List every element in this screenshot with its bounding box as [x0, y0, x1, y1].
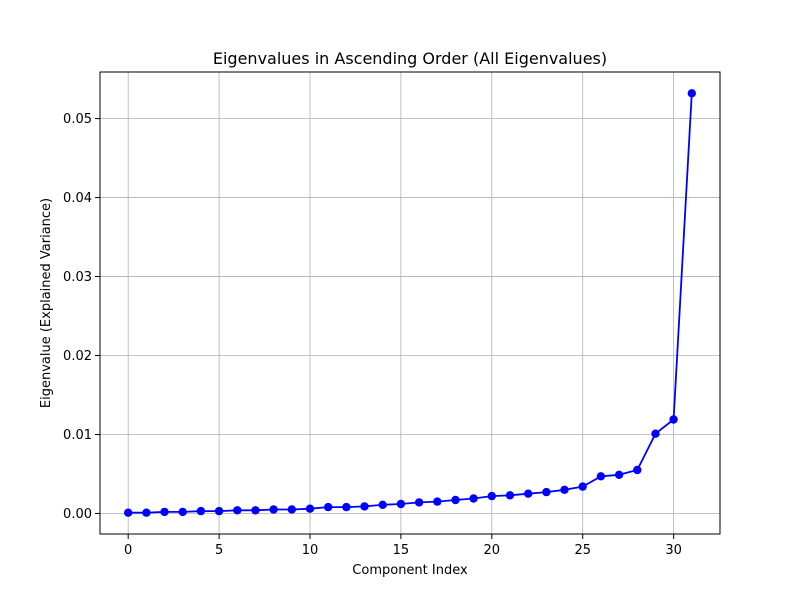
x-tick-label: 15 — [393, 543, 410, 558]
x-axis-ticks: 0 5 10 15 20 25 30 — [124, 534, 682, 558]
x-axis-label: Component Index — [352, 563, 468, 578]
data-point — [178, 507, 187, 517]
data-point — [269, 505, 278, 514]
data-point — [324, 502, 333, 512]
x-tick-label: 20 — [484, 543, 501, 558]
data-point — [305, 504, 315, 513]
data-point — [433, 497, 442, 506]
data-point — [451, 495, 460, 505]
y-axis-ticks: 0.00 0.01 0.02 0.03 0.04 0.05 — [63, 112, 100, 522]
data-point — [687, 89, 696, 98]
y-tick-label: 0.02 — [63, 349, 92, 364]
data-point — [505, 491, 515, 500]
y-tick-label: 0.04 — [63, 191, 92, 206]
y-tick-label: 0.01 — [63, 428, 92, 443]
chart-title: Eigenvalues in Ascending Order (All Eige… — [213, 49, 607, 68]
data-point — [596, 472, 606, 481]
data-point — [487, 491, 496, 501]
x-tick-label: 0 — [124, 543, 132, 558]
x-tick-label: 25 — [574, 543, 591, 558]
data-point — [142, 508, 151, 517]
data-point — [287, 505, 296, 514]
y-tick-label: 0.05 — [63, 112, 92, 127]
x-tick-label: 10 — [302, 543, 319, 558]
data-point — [378, 500, 387, 509]
data-point — [214, 506, 224, 516]
data-point — [669, 415, 678, 424]
data-point — [233, 506, 242, 515]
data-point — [542, 487, 551, 497]
data-point — [251, 506, 260, 515]
data-point — [469, 494, 478, 503]
data-point — [524, 489, 533, 498]
y-tick-label: 0.00 — [63, 507, 92, 522]
data-point — [360, 502, 369, 511]
data-point — [342, 502, 351, 512]
data-point — [578, 482, 587, 491]
data-point — [560, 485, 569, 494]
data-point — [614, 470, 624, 479]
plot-area-frame — [99, 71, 721, 535]
data-point — [633, 465, 642, 475]
x-tick-label: 30 — [665, 543, 682, 558]
y-axis-label: Eigenvalue (Explained Variance) — [39, 198, 54, 408]
data-point — [651, 429, 660, 438]
data-point — [196, 506, 206, 516]
data-point — [160, 507, 169, 517]
x-tick-label: 5 — [215, 543, 223, 558]
y-tick-label: 0.03 — [63, 270, 92, 285]
series-group — [124, 89, 696, 517]
data-point — [396, 499, 406, 509]
data-point — [124, 508, 133, 517]
data-point — [414, 498, 424, 507]
